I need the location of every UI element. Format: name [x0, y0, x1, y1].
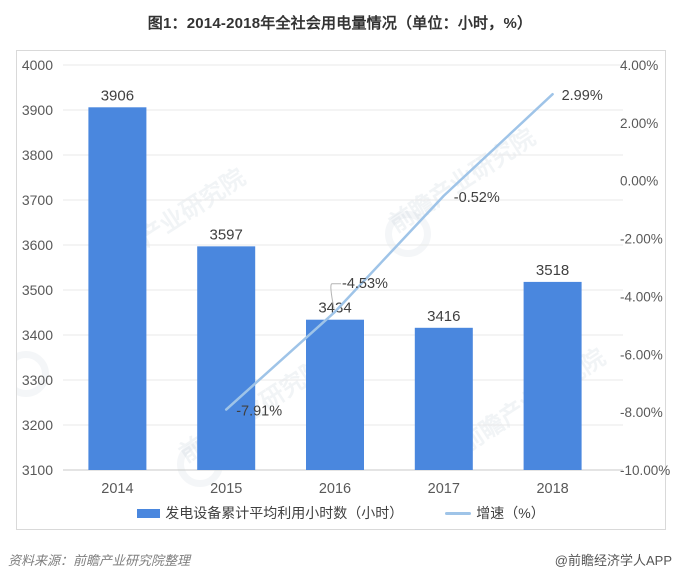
footer-source: 资料来源：前瞻产业研究院整理: [8, 552, 191, 568]
svg-text:2018: 2018: [536, 481, 568, 497]
legend-bars-label: 发电设备累计平均利用小时数（小时）: [165, 505, 404, 521]
bar-2017: [414, 327, 473, 470]
svg-text:2017: 2017: [428, 481, 460, 497]
svg-text:3434: 3434: [318, 300, 351, 317]
bar-2014: [88, 107, 147, 471]
svg-text:3700: 3700: [22, 192, 53, 208]
bar-2018: [523, 281, 582, 470]
svg-text:-4.00%: -4.00%: [620, 289, 663, 304]
legend-item-bars: 发电设备累计平均利用小时数（小时）: [137, 503, 403, 523]
page-title: 图1：2014-2018年全社会用电量情况（单位：小时，%）: [147, 14, 533, 32]
chart-legend: 发电设备累计平均利用小时数（小时） 增速（%）: [17, 503, 665, 523]
svg-text:3597: 3597: [210, 226, 243, 243]
svg-text:2.99%: 2.99%: [562, 88, 603, 104]
legend-line-label: 增速（%）: [476, 505, 545, 521]
svg-text:2014: 2014: [101, 481, 133, 497]
line-series-swatch-icon: [445, 511, 472, 515]
svg-text:3906: 3906: [101, 87, 134, 104]
svg-text:3900: 3900: [22, 102, 53, 118]
svg-text:3800: 3800: [22, 147, 53, 163]
svg-text:3500: 3500: [22, 282, 53, 298]
svg-text:4000: 4000: [22, 57, 53, 73]
svg-text:3100: 3100: [22, 462, 53, 478]
svg-text:2015: 2015: [210, 481, 242, 497]
bar-series: [88, 107, 582, 471]
svg-text:3200: 3200: [22, 417, 53, 433]
chart-panel: 前瞻产业研究院 前瞻产业研究院 前瞻产业研究院 前瞻产业研究院 40003900…: [16, 50, 670, 530]
footer: 资料来源：前瞻产业研究院整理 @前瞻经济学人APP: [0, 546, 680, 572]
svg-text:3300: 3300: [22, 372, 53, 388]
chart-svg: 4000 3900 3800 3700 3600 3500 3400 3300 3200 3100…: [22, 57, 670, 497]
growth-line: [224, 92, 554, 411]
legend-item-line: 增速（%）: [445, 503, 545, 523]
bar-series-swatch-icon: [137, 508, 161, 518]
svg-text:-4.53%: -4.53%: [342, 276, 388, 292]
bar-2015: [197, 246, 256, 470]
svg-text:3400: 3400: [22, 327, 53, 343]
svg-text:4.00%: 4.00%: [620, 58, 658, 73]
svg-text:2.00%: 2.00%: [620, 116, 658, 131]
svg-text:-0.52%: -0.52%: [454, 190, 500, 206]
svg-text:-10.00%: -10.00%: [620, 463, 670, 478]
bar-2016: [306, 319, 364, 470]
svg-text:-6.00%: -6.00%: [620, 347, 663, 362]
svg-text:-7.91%: -7.91%: [236, 404, 282, 420]
svg-text:-8.00%: -8.00%: [620, 405, 663, 420]
svg-text:0.00%: 0.00%: [620, 174, 658, 189]
footer-brand: @前瞻经济学人APP: [554, 552, 672, 568]
svg-text:3518: 3518: [536, 262, 569, 279]
svg-text:-2.00%: -2.00%: [620, 232, 663, 247]
svg-text:3416: 3416: [427, 308, 460, 325]
svg-text:2016: 2016: [319, 481, 351, 497]
svg-text:3600: 3600: [22, 237, 53, 253]
